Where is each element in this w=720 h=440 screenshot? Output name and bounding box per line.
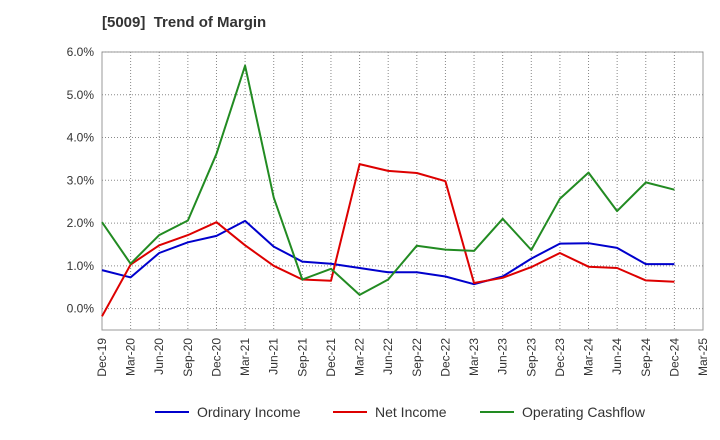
- x-tick-label: Dec-21: [324, 338, 338, 377]
- y-tick-label: 6.0%: [67, 45, 95, 59]
- legend-swatch-ordinary-income: [155, 411, 189, 413]
- x-tick-label: Jun-23: [496, 338, 510, 375]
- x-tick-label: Mar-22: [353, 338, 367, 376]
- x-tick-label: Jun-20: [152, 338, 166, 375]
- x-tick-label: Dec-23: [553, 338, 567, 377]
- y-tick-label: 4.0%: [67, 131, 95, 145]
- legend-swatch-operating-cashflow: [480, 411, 514, 413]
- series-line-2: [101, 64, 675, 296]
- legend-item-ordinary-income: Ordinary Income: [155, 404, 300, 420]
- legend-label-ordinary-income: Ordinary Income: [197, 404, 301, 420]
- y-tick-label: 2.0%: [67, 216, 95, 230]
- legend-label-operating-cashflow: Operating Cashflow: [522, 404, 645, 420]
- x-tick-label: Mar-20: [124, 338, 138, 376]
- y-tick-label: 0.0%: [67, 302, 95, 316]
- x-tick-label: Mar-21: [238, 338, 252, 376]
- x-tick-label: Dec-22: [438, 338, 452, 377]
- y-tick-label: 1.0%: [67, 259, 95, 273]
- y-axis-tick-labels: 0.0% 1.0% 2.0% 3.0% 4.0% 5.0% 6.0%: [67, 45, 95, 316]
- legend-item-operating-cashflow: Operating Cashflow: [480, 404, 645, 420]
- x-tick-label: Jun-22: [381, 338, 395, 375]
- series-line-0: [101, 219, 675, 286]
- x-tick-label: Jun-21: [267, 338, 281, 375]
- x-tick-label: Mar-25: [696, 338, 710, 376]
- legend-label-net-income: Net Income: [375, 404, 447, 420]
- x-tick-label: Mar-23: [467, 338, 481, 376]
- x-tick-label: Mar-24: [582, 338, 596, 376]
- series-lines: [101, 64, 675, 317]
- x-tick-label: Sep-24: [639, 338, 653, 377]
- legend-swatch-net-income: [333, 411, 367, 413]
- x-tick-label: Sep-20: [181, 338, 195, 377]
- x-tick-label: Jun-24: [610, 338, 624, 375]
- series-line-1: [101, 163, 675, 317]
- y-tick-label: 5.0%: [67, 88, 95, 102]
- x-tick-label: Dec-19: [95, 338, 109, 377]
- x-axis-tick-labels: Dec-19 Mar-20 Jun-20 Sep-20 Dec-20 Mar-21 Jun-…: [95, 338, 710, 377]
- x-tick-label: Dec-24: [667, 338, 681, 377]
- plot-area: [101, 51, 704, 331]
- x-tick-label: Sep-22: [410, 338, 424, 377]
- x-tick-label: Sep-21: [295, 338, 309, 377]
- x-tick-label: Sep-23: [524, 338, 538, 377]
- legend: Ordinary Income Net Income Operating Cas…: [0, 404, 720, 426]
- legend-item-net-income: Net Income: [333, 404, 447, 420]
- y-tick-label: 3.0%: [67, 173, 95, 187]
- x-tick-label: Dec-20: [209, 338, 223, 377]
- chart-title: [5009] Trend of Margin: [102, 14, 267, 31]
